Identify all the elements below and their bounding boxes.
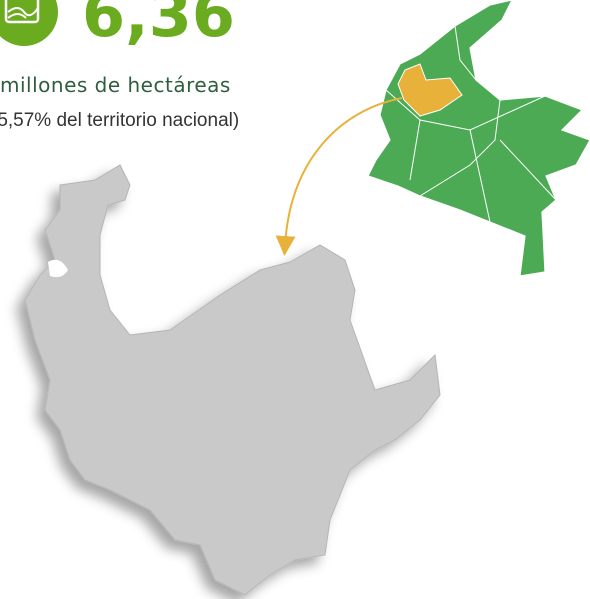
country-map xyxy=(368,0,590,276)
unit-label: millones de hectáreas xyxy=(0,73,231,97)
share-label: (5,57% del territorio nacional) xyxy=(0,110,239,131)
region-map xyxy=(25,165,440,595)
page: {"header": {"value": "6,36", "unit": "mi… xyxy=(0,0,590,599)
infographic: 6,36 millones de hectáreas (5,57% del te… xyxy=(0,0,590,599)
area-icon xyxy=(0,0,58,46)
headline-value: 6,36 xyxy=(82,0,235,51)
